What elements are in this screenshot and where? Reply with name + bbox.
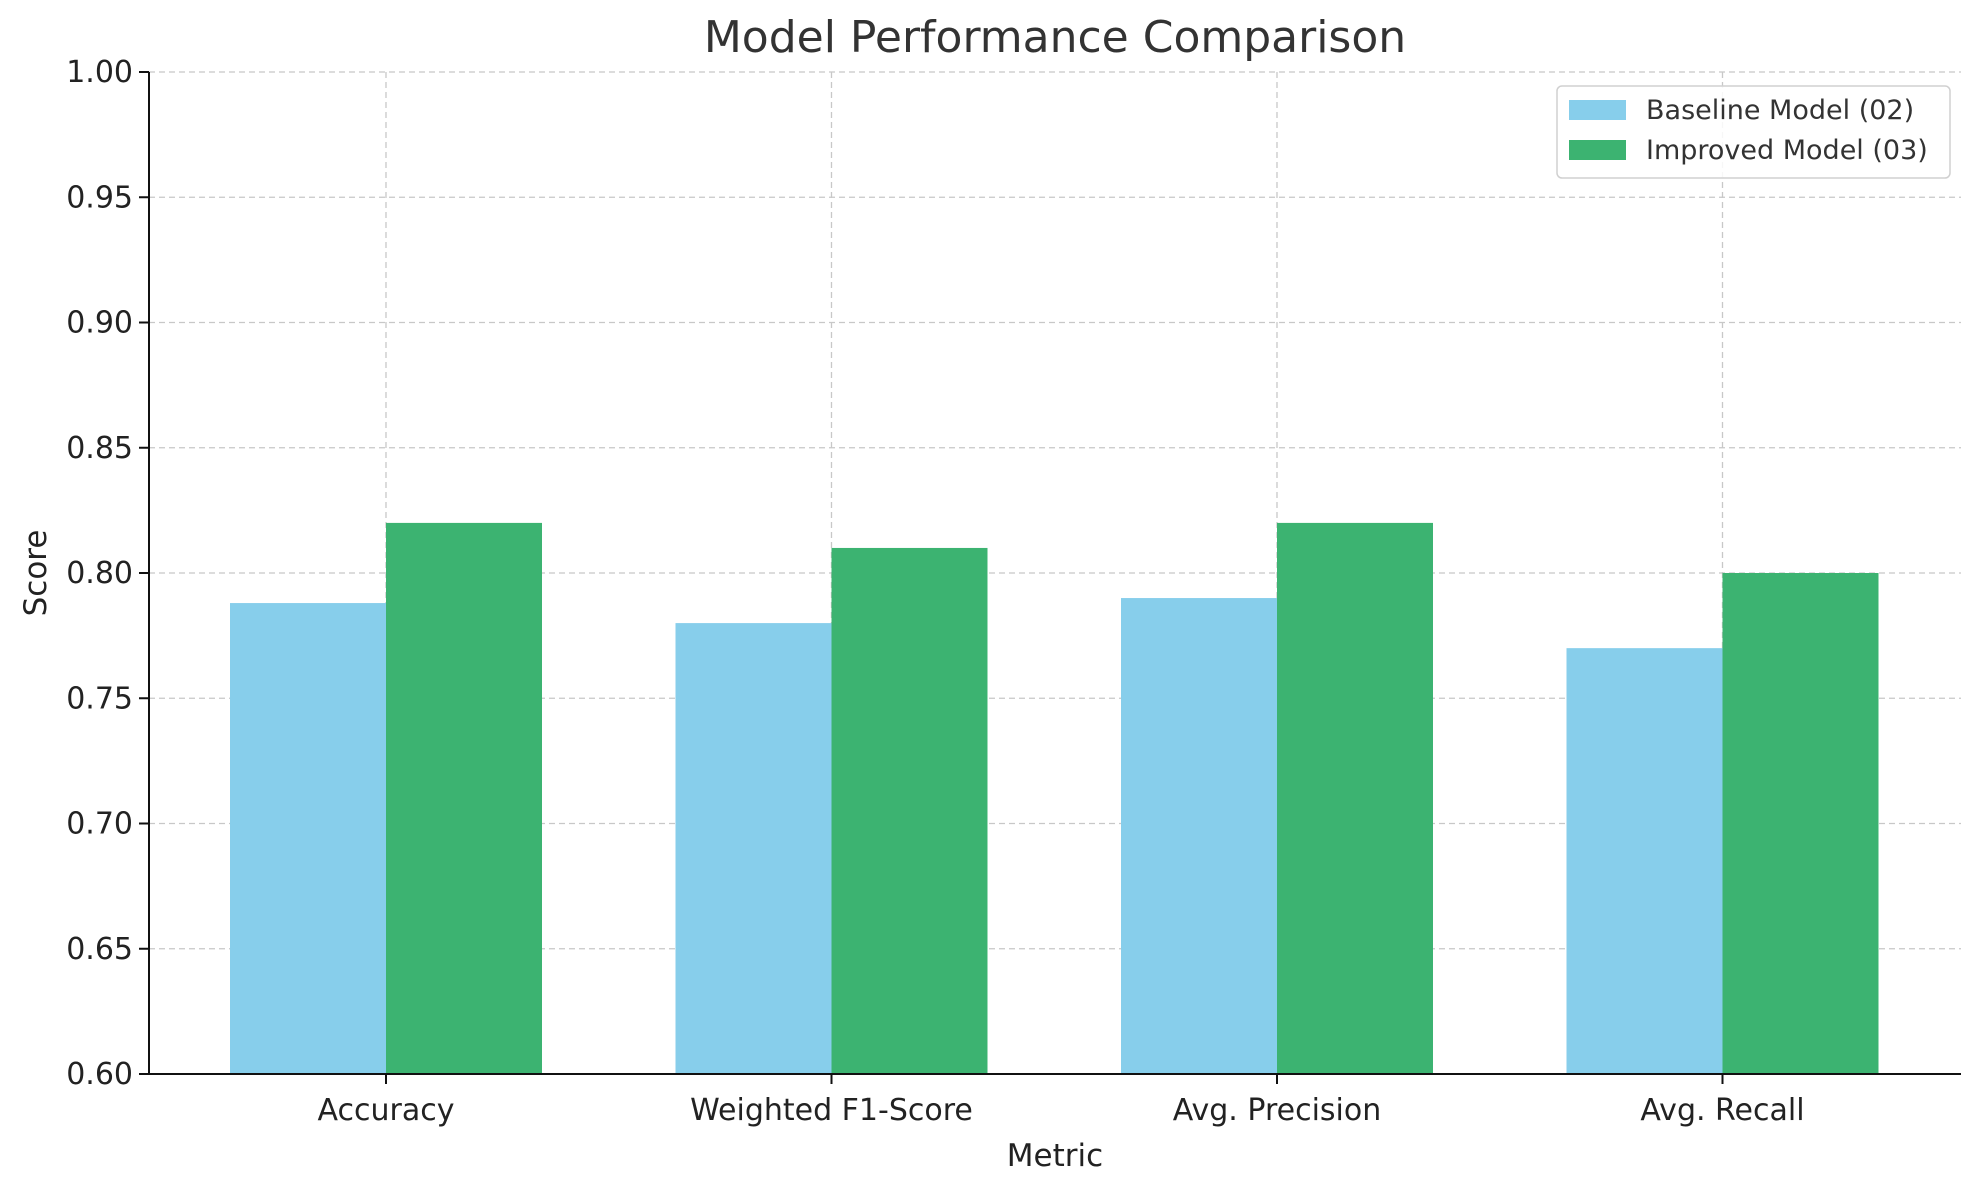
y-tick-label: 0.85 — [66, 431, 133, 466]
y-tick-label: 0.60 — [66, 1057, 133, 1092]
legend-box — [1556, 85, 1951, 179]
bar-improved-1 — [831, 547, 988, 1074]
x-tick-label: Avg. Recall — [1640, 1093, 1804, 1128]
bar-improved-0 — [386, 522, 542, 1074]
y-tick-label: 0.95 — [66, 180, 133, 215]
bar-baseline-0 — [230, 603, 386, 1074]
x-tick-label: Accuracy — [318, 1093, 455, 1128]
bars — [230, 522, 1879, 1074]
y-tick-label: 0.70 — [66, 807, 133, 842]
chart-title: Model Performance Comparison — [704, 12, 1406, 63]
legend-swatch-improved — [1569, 140, 1626, 160]
legend-swatch-baseline — [1569, 100, 1626, 120]
bar-baseline-1 — [675, 623, 832, 1074]
y-axis-ticks: 0.60 0.65 0.70 0.75 0.80 0.85 0.90 0.95 1.00 — [66, 55, 149, 1092]
bar-improved-2 — [1277, 522, 1433, 1074]
legend-label-baseline: Baseline Model (02) — [1646, 95, 1914, 126]
y-tick-label: 0.90 — [66, 306, 133, 341]
legend-label-improved: Improved Model (03) — [1646, 135, 1928, 166]
y-tick-label: 0.80 — [66, 556, 133, 591]
y-tick-label: 0.65 — [66, 932, 133, 967]
y-tick-label: 1.00 — [66, 55, 133, 90]
x-axis-ticks: Accuracy Weighted F1-Score Avg. Precision A… — [318, 1074, 1805, 1128]
bar-baseline-3 — [1566, 648, 1723, 1074]
bar-baseline-2 — [1121, 598, 1277, 1074]
x-tick-label: Weighted F1-Score — [690, 1093, 973, 1128]
y-tick-label: 0.75 — [66, 681, 133, 716]
y-axis-title: Score — [18, 530, 54, 617]
bar-improved-3 — [1722, 573, 1879, 1074]
x-axis-title: Metric — [1007, 1138, 1103, 1174]
legend: Baseline Model (02) Improved Model (03) — [1556, 85, 1951, 179]
x-tick-label: Avg. Precision — [1173, 1093, 1382, 1128]
